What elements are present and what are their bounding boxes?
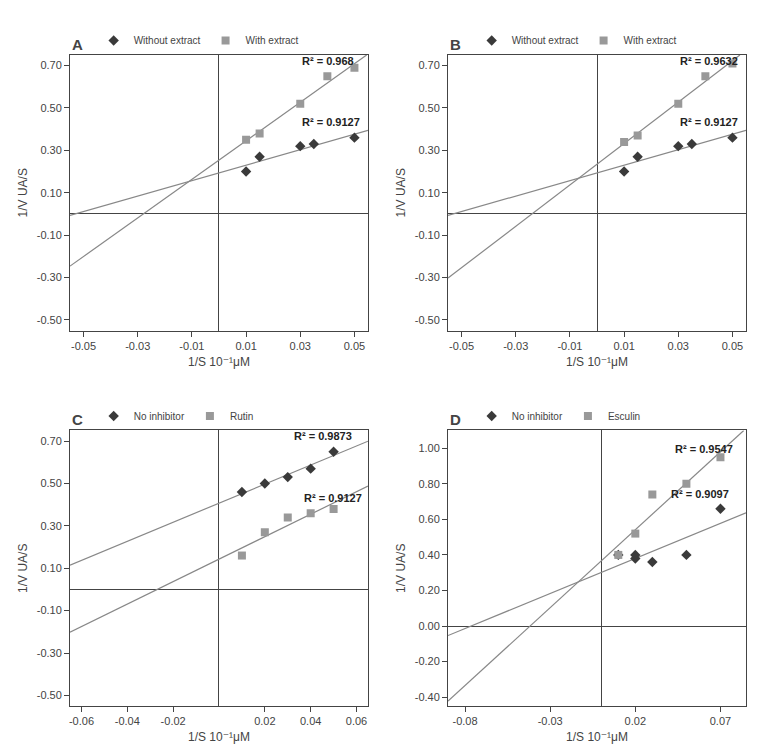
svg-text:-0.20: -0.20 [415,655,440,667]
svg-text:Rutin: Rutin [230,411,253,422]
svg-text:-0.01: -0.01 [179,340,204,352]
svg-text:R² = 0.968: R² = 0.968 [302,55,354,67]
svg-text:0.50: 0.50 [418,102,439,114]
svg-text:-0.10: -0.10 [415,229,440,241]
svg-text:A: A [72,36,83,53]
svg-text:C: C [72,411,83,428]
svg-text:1/V UA/S: 1/V UA/S [394,544,408,593]
svg-text:0.30: 0.30 [40,144,61,156]
svg-text:1/S 10⁻¹μM: 1/S 10⁻¹μM [566,355,628,369]
svg-text:No inhibitor: No inhibitor [512,411,563,422]
svg-text:-0.05: -0.05 [449,340,474,352]
svg-text:0.05: 0.05 [344,340,365,352]
svg-text:-0.10: -0.10 [37,229,62,241]
svg-text:0.02: 0.02 [625,715,646,727]
svg-text:-0.03: -0.03 [125,340,150,352]
svg-text:R² = 0.9097: R² = 0.9097 [671,488,729,500]
svg-text:R² = 0.9632: R² = 0.9632 [680,55,738,67]
svg-text:0.01: 0.01 [235,340,256,352]
svg-text:1/V UA/S: 1/V UA/S [16,544,30,593]
svg-text:0.80: 0.80 [418,478,439,490]
svg-text:0.30: 0.30 [40,520,61,532]
svg-text:0.07: 0.07 [710,715,731,727]
svg-text:1/S 10⁻¹μM: 1/S 10⁻¹μM [188,355,250,369]
svg-text:R² = 0.9547: R² = 0.9547 [675,443,733,455]
svg-text:0.20: 0.20 [418,584,439,596]
svg-text:0.70: 0.70 [418,59,439,71]
svg-text:-0.50: -0.50 [415,314,440,326]
svg-text:-0.01: -0.01 [557,340,582,352]
svg-text:0.70: 0.70 [40,59,61,71]
svg-text:1.00: 1.00 [418,442,439,454]
svg-text:0.40: 0.40 [418,549,439,561]
svg-text:R² = 0.9873: R² = 0.9873 [294,430,352,442]
svg-text:0.10: 0.10 [40,187,61,199]
svg-text:0.05: 0.05 [722,340,743,352]
svg-text:0.10: 0.10 [418,187,439,199]
svg-text:0.30: 0.30 [418,144,439,156]
svg-text:0.03: 0.03 [668,340,689,352]
svg-text:1/S 10⁻¹μM: 1/S 10⁻¹μM [188,730,250,744]
svg-text:R² = 0.9127: R² = 0.9127 [302,116,360,128]
svg-text:-0.05: -0.05 [71,340,96,352]
svg-text:0.50: 0.50 [40,102,61,114]
svg-text:-0.50: -0.50 [37,314,62,326]
svg-text:0.10: 0.10 [40,562,61,574]
svg-text:With extract: With extract [624,35,677,46]
svg-text:-0.40: -0.40 [415,691,440,703]
svg-text:With extract: With extract [246,35,299,46]
svg-text:-0.30: -0.30 [415,271,440,283]
svg-text:B: B [450,36,461,53]
svg-text:Without extract: Without extract [134,35,201,46]
svg-text:-0.03: -0.03 [538,715,563,727]
svg-text:-0.30: -0.30 [37,271,62,283]
svg-text:-0.10: -0.10 [37,604,62,616]
svg-text:R² = 0.9127: R² = 0.9127 [680,116,738,128]
svg-text:1/S 10⁻¹μM: 1/S 10⁻¹μM [566,730,628,744]
svg-text:-0.50: -0.50 [37,689,62,701]
svg-text:0.60: 0.60 [418,513,439,525]
svg-text:No inhibitor: No inhibitor [134,411,185,422]
svg-text:0.03: 0.03 [290,340,311,352]
svg-text:0.70: 0.70 [40,435,61,447]
svg-text:-0.06: -0.06 [69,715,94,727]
svg-text:-0.03: -0.03 [503,340,528,352]
svg-text:-0.02: -0.02 [161,715,186,727]
svg-text:1/V UA/S: 1/V UA/S [394,168,408,217]
svg-text:Esculin: Esculin [608,411,640,422]
svg-text:0.00: 0.00 [418,620,439,632]
svg-text:-0.08: -0.08 [453,715,478,727]
svg-text:D: D [450,411,461,428]
svg-text:0.50: 0.50 [40,477,61,489]
svg-text:-0.30: -0.30 [37,647,62,659]
svg-text:0.01: 0.01 [613,340,634,352]
svg-text:0.06: 0.06 [346,715,367,727]
svg-text:Without extract: Without extract [512,35,579,46]
svg-text:0.02: 0.02 [254,715,275,727]
svg-text:-0.04: -0.04 [115,715,140,727]
svg-text:1/V UA/S: 1/V UA/S [16,168,30,217]
svg-text:R² = 0.9127: R² = 0.9127 [304,492,362,504]
svg-text:0.04: 0.04 [300,715,321,727]
